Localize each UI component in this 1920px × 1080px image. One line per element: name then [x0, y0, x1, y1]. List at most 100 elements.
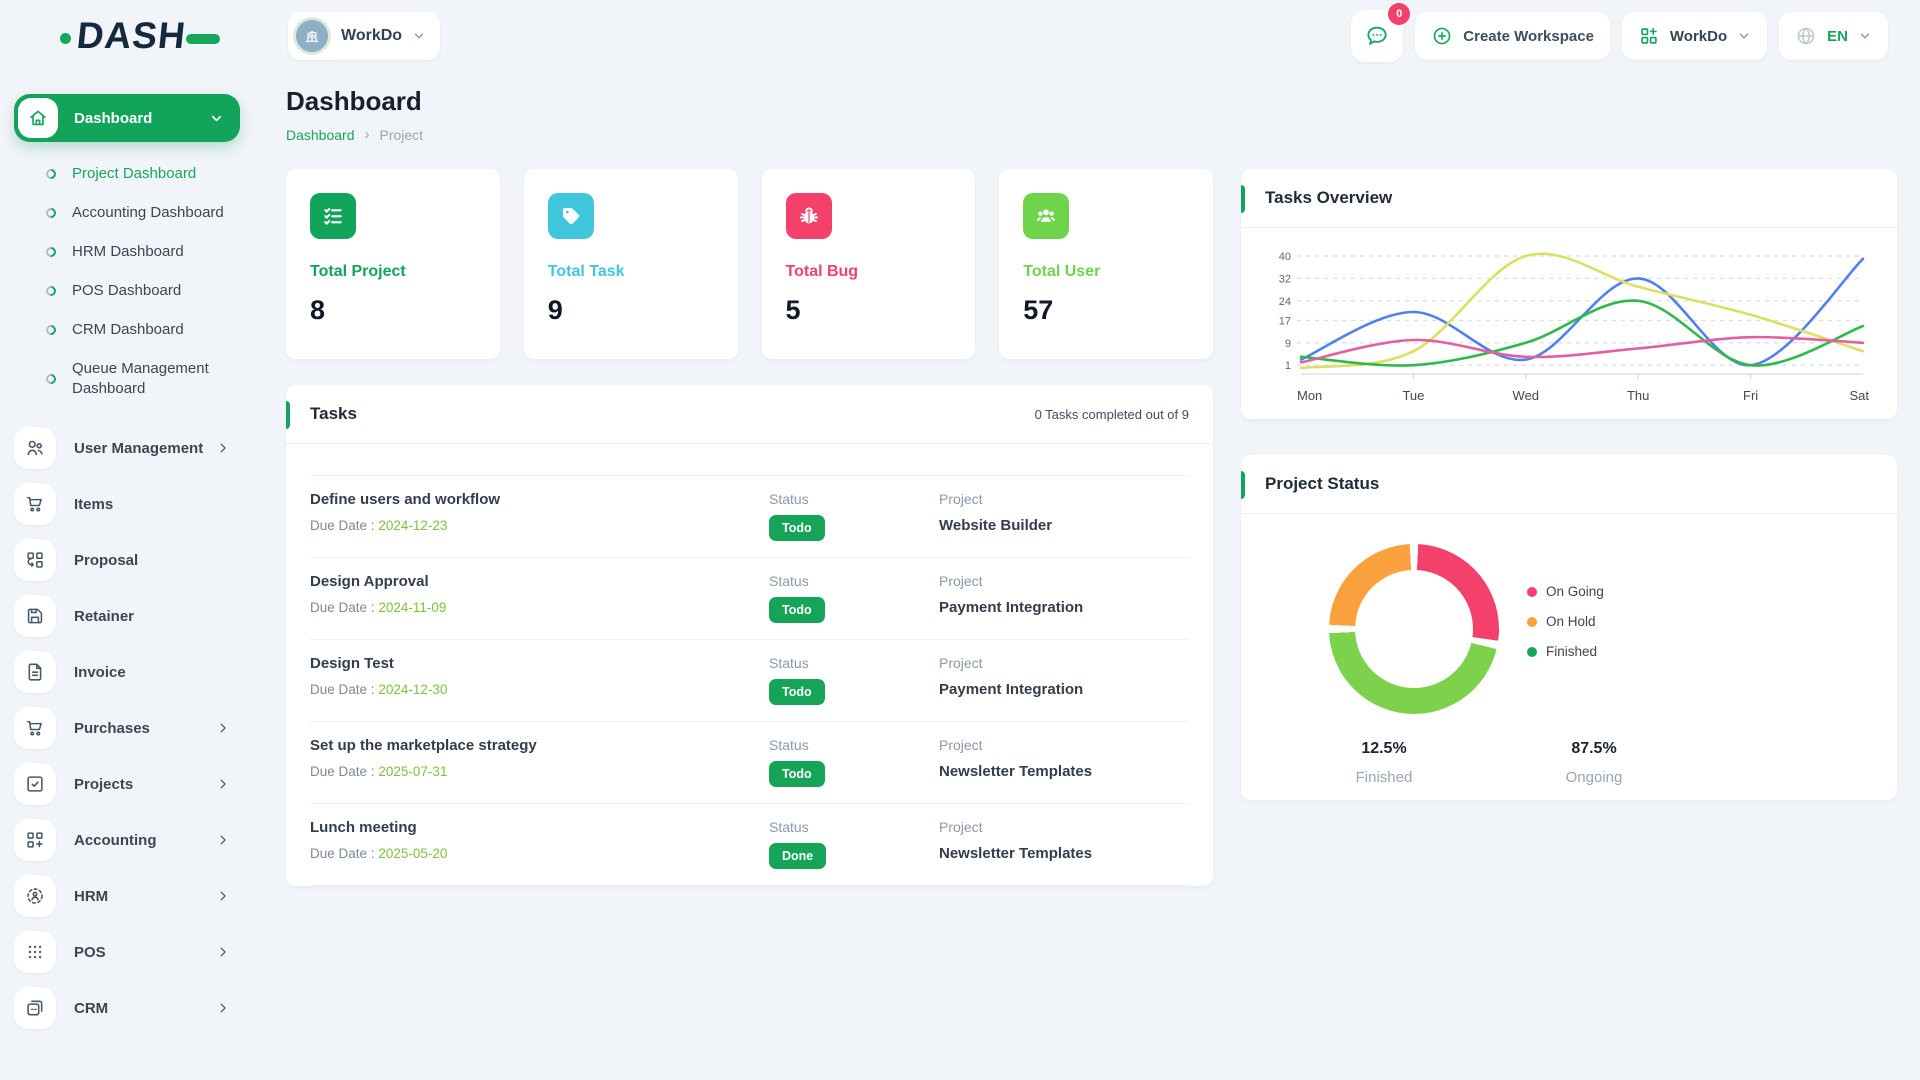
- sidebar-subitem[interactable]: CRM Dashboard: [43, 320, 236, 340]
- svg-text:24: 24: [1279, 296, 1291, 308]
- sidebar-subitem[interactable]: Accounting Dashboard: [43, 203, 236, 223]
- status-column-label: Status: [769, 491, 809, 507]
- sidebar-subitem-label: Accounting Dashboard: [72, 204, 224, 221]
- language-label: EN: [1827, 27, 1848, 45]
- project-status-donut-chart: [1329, 544, 1499, 714]
- task-row[interactable]: Define users and workflow Due Date : 202…: [310, 476, 1189, 558]
- crm-icon: [14, 987, 56, 1029]
- cart-icon: [14, 483, 56, 525]
- hrm-icon: [14, 875, 56, 917]
- sidebar-subitem[interactable]: POS Dashboard: [43, 281, 236, 301]
- sidebar-subitem[interactable]: Queue Management Dashboard: [43, 359, 236, 399]
- task-due-date-value: 2025-07-31: [378, 764, 448, 779]
- breadcrumb-separator-icon: ›: [364, 126, 370, 143]
- project-status-card: Project Status On Going On Hold Finished…: [1241, 455, 1897, 800]
- sidebar-subitem-label: CRM Dashboard: [72, 321, 184, 338]
- language-selector[interactable]: EN: [1779, 12, 1888, 60]
- task-project-name: Website Builder: [939, 517, 1053, 534]
- sidebar-item-label: Accounting: [74, 831, 157, 849]
- stat-card-total-task: Total Task 9: [523, 169, 738, 359]
- sidebar-item-label: Projects: [74, 775, 134, 793]
- sidebar-item-crm[interactable]: CRM: [14, 987, 240, 1029]
- stat-value: 57: [1023, 295, 1054, 325]
- invoice-icon: [14, 651, 56, 693]
- workspace-avatar: [293, 17, 331, 55]
- tag-icon: [547, 193, 594, 239]
- stat-percentage: 12.5%: [1361, 740, 1407, 757]
- sidebar-item-label: POS: [74, 943, 106, 961]
- create-workspace-button[interactable]: Create Workspace: [1415, 12, 1610, 60]
- breadcrumb-home-link[interactable]: Dashboard: [286, 126, 355, 143]
- task-row[interactable]: Set up the marketplace strategy Due Date…: [310, 722, 1189, 804]
- status-column-label: Status: [769, 573, 809, 589]
- svg-text:1: 1: [1285, 360, 1291, 372]
- workspace-selector[interactable]: WorkDo: [288, 12, 441, 60]
- legend-item-finished[interactable]: Finished: [1527, 644, 1604, 659]
- sidebar-item-user-management[interactable]: User Management: [14, 427, 240, 469]
- messages-button[interactable]: 0: [1351, 3, 1411, 62]
- chevron-right-icon: [216, 945, 230, 959]
- stat-label: Total Project: [310, 263, 406, 280]
- sidebar-item-accounting[interactable]: Accounting: [14, 819, 240, 861]
- sidebar-item-purchases[interactable]: Purchases: [14, 707, 240, 749]
- tasks-card-title: Tasks: [310, 404, 357, 423]
- task-info: Define users and workflow Due Date : 202…: [310, 491, 769, 541]
- task-row[interactable]: Design Test Due Date : 2024-12-30 Status…: [310, 640, 1189, 722]
- task-project-col: Project Website Builder: [939, 491, 1189, 541]
- sidebar-item-projects[interactable]: Projects: [14, 763, 240, 805]
- sidebar-item-pos[interactable]: POS: [14, 931, 240, 973]
- task-status-col: Status Todo: [769, 655, 939, 705]
- stat-card-total-bug: Total Bug 5: [761, 169, 976, 359]
- chevron-down-icon: [1858, 29, 1872, 43]
- task-due-date-value: 2024-12-23: [378, 518, 448, 533]
- sidebar-item-label: User Management: [74, 439, 204, 457]
- task-row[interactable]: Design Approval Due Date : 2024-11-09 St…: [310, 558, 1189, 640]
- sidebar-item-proposal[interactable]: Proposal: [14, 539, 240, 581]
- grid-plus-icon: [1641, 27, 1657, 44]
- sidebar-item-invoice[interactable]: Invoice: [14, 651, 240, 693]
- legend-dot-icon: [1527, 616, 1537, 627]
- stat-value: 5: [785, 295, 801, 325]
- project-status-title: Project Status: [1265, 474, 1380, 493]
- chevron-down-icon: [1737, 29, 1751, 43]
- sidebar-item-label: Dashboard: [74, 109, 153, 127]
- task-project-col: Project Newsletter Templates: [939, 819, 1189, 869]
- sidebar-item-retainer[interactable]: Retainer: [14, 595, 240, 637]
- logo-dot-icon: [60, 32, 71, 44]
- task-info: Lunch meeting Due Date : 2025-05-20: [310, 819, 769, 869]
- sidebar-item-hrm[interactable]: HRM: [14, 875, 240, 917]
- stat-caption: Ongoing: [1565, 769, 1623, 786]
- tasks-list: Define users and workflow Due Date : 202…: [286, 476, 1213, 886]
- task-row[interactable]: Lunch meeting Due Date : 2025-05-20 Stat…: [310, 804, 1189, 886]
- sidebar-item-items[interactable]: Items: [14, 483, 240, 525]
- apps-menu-button[interactable]: WorkDo: [1621, 12, 1768, 60]
- legend-item-on-going[interactable]: On Going: [1527, 584, 1604, 599]
- proposal-icon: [14, 539, 56, 581]
- sidebar-subitem[interactable]: HRM Dashboard: [43, 242, 236, 262]
- stat-label: Total Bug: [785, 263, 859, 280]
- sidebar-item-dashboard[interactable]: Dashboard: [14, 94, 240, 142]
- sidebar-item-label: HRM: [74, 887, 109, 905]
- bullet-icon: [43, 283, 59, 299]
- svg-text:Thu: Thu: [1627, 388, 1649, 403]
- chat-bubble-icon: [1367, 26, 1387, 46]
- task-project-name: Payment Integration: [939, 681, 1084, 698]
- sidebar-menu: User Management Items Proposal Retainer …: [14, 427, 252, 1029]
- status-badge: Todo: [769, 515, 825, 541]
- task-project-name: Payment Integration: [939, 599, 1084, 616]
- task-name: Set up the marketplace strategy: [310, 737, 537, 754]
- stat-label: Total User: [1023, 263, 1101, 280]
- sidebar-subitem-label: Project Dashboard: [72, 165, 197, 182]
- task-info: Design Approval Due Date : 2024-11-09: [310, 573, 769, 623]
- svg-text:40: 40: [1279, 251, 1291, 263]
- create-workspace-label: Create Workspace: [1463, 27, 1594, 45]
- sidebar-item-label: CRM: [74, 999, 109, 1017]
- status-column-label: Status: [769, 655, 809, 671]
- task-due-date-value: 2024-12-30: [378, 682, 448, 697]
- bullet-icon: [43, 166, 59, 182]
- task-name: Design Test: [310, 655, 394, 672]
- sidebar-subitem[interactable]: Project Dashboard: [43, 164, 236, 184]
- legend-item-on-hold[interactable]: On Hold: [1527, 614, 1604, 629]
- svg-text:Tue: Tue: [1402, 388, 1424, 403]
- task-name: Design Approval: [310, 573, 429, 590]
